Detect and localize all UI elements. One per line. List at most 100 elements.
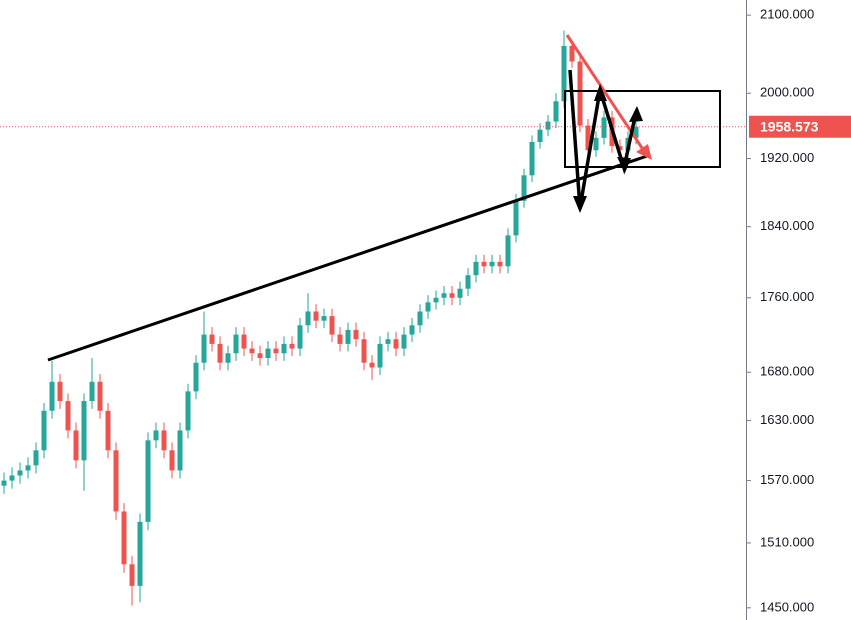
candle-body <box>425 302 431 312</box>
candle-body <box>297 325 303 349</box>
candle-body <box>569 45 575 62</box>
candle-body <box>225 353 231 363</box>
candle-body <box>97 381 103 411</box>
candle-body <box>281 343 287 354</box>
arrowhead <box>629 106 643 122</box>
candle-body <box>137 521 143 586</box>
arrowhead <box>594 84 607 101</box>
candle-body <box>601 117 607 138</box>
candle-body <box>417 311 423 326</box>
candle-body <box>145 440 151 522</box>
candle-body <box>265 348 271 359</box>
candle-body <box>481 261 487 267</box>
candle-body <box>65 401 71 431</box>
candle-body <box>17 470 23 476</box>
y-tick-label: 2000.000 <box>760 85 814 100</box>
candle-body <box>73 430 79 461</box>
drawings <box>47 34 721 362</box>
candle-body <box>25 465 31 471</box>
candle-body <box>577 61 583 126</box>
red-arrowhead <box>636 144 652 160</box>
candle-body <box>313 311 319 321</box>
candle-body <box>209 334 215 344</box>
candle-body <box>321 316 327 321</box>
y-tick-label: 1760.000 <box>760 289 814 304</box>
candle-body <box>505 235 511 267</box>
candle-body <box>177 430 183 471</box>
y-tick-label: 1570.000 <box>760 472 814 487</box>
candle-body <box>33 450 39 466</box>
candle-body <box>441 293 447 298</box>
candle-body <box>617 146 623 151</box>
candle-body <box>409 325 415 335</box>
y-tick-label: 2100.000 <box>760 7 814 22</box>
candle-body <box>105 410 111 451</box>
y-tick-label: 1630.000 <box>760 412 814 427</box>
candle-body <box>81 401 87 461</box>
candle-body <box>489 261 495 267</box>
candle-body <box>193 362 199 392</box>
candle-body <box>385 339 391 344</box>
candle-body <box>153 430 159 441</box>
candle-body <box>473 261 479 276</box>
candle-body <box>361 339 367 363</box>
candle-body <box>553 101 559 122</box>
y-tick-label: 1680.000 <box>760 364 814 379</box>
candle-body <box>305 311 311 326</box>
candle-body <box>545 121 551 130</box>
candle-body <box>129 564 135 586</box>
candle-body <box>497 261 503 267</box>
candle-body <box>217 343 223 363</box>
candle-body <box>185 391 191 431</box>
arrowhead <box>573 196 587 213</box>
candle-body <box>593 137 599 151</box>
last-price-label: 1958.573 <box>760 118 819 134</box>
candle-body <box>169 450 175 471</box>
candle-body <box>585 125 591 151</box>
candle-body <box>513 200 519 236</box>
candle-body <box>465 275 471 289</box>
plot-area <box>0 30 746 606</box>
trend-line <box>47 153 651 362</box>
candle-body <box>353 329 359 340</box>
candle-body <box>633 126 639 138</box>
candle-body <box>113 450 119 512</box>
candle-body <box>401 334 407 349</box>
candle-body <box>433 297 439 303</box>
candle-body <box>289 343 295 349</box>
candle-body <box>529 141 535 176</box>
candle-body <box>537 129 543 142</box>
candle-body <box>49 381 55 411</box>
candle-body <box>201 334 207 363</box>
range-box <box>564 90 721 168</box>
candle-body <box>457 288 463 298</box>
candle-body <box>449 293 455 298</box>
candle-body <box>41 410 47 451</box>
y-tick-label: 1920.000 <box>760 150 814 165</box>
y-tick-label: 1450.000 <box>760 599 814 614</box>
candle-body <box>561 45 567 102</box>
candle-body <box>9 475 15 481</box>
arrowhead <box>617 157 631 173</box>
candle-body <box>1 480 7 486</box>
candle-body <box>377 343 383 368</box>
candle-body <box>337 334 343 344</box>
candle-body <box>233 334 239 354</box>
price-axis: 2100.000 2000.000 1920.000 1840.000 1760.000… <box>746 0 851 620</box>
candle-body <box>161 430 167 451</box>
candle-body <box>121 511 127 565</box>
last-price-badge <box>749 115 851 138</box>
candle-body <box>521 175 527 201</box>
candle-body <box>393 339 399 349</box>
candle-body <box>329 316 335 335</box>
candle-body <box>257 353 263 359</box>
candle-body <box>369 362 375 368</box>
candle-body <box>273 348 279 354</box>
candle-body <box>89 381 95 402</box>
candle-body <box>241 334 247 349</box>
y-tick-label: 1840.000 <box>760 218 814 233</box>
y-tick-label: 1510.000 <box>760 534 814 549</box>
candle-body <box>57 381 63 402</box>
candle-body <box>345 329 351 344</box>
